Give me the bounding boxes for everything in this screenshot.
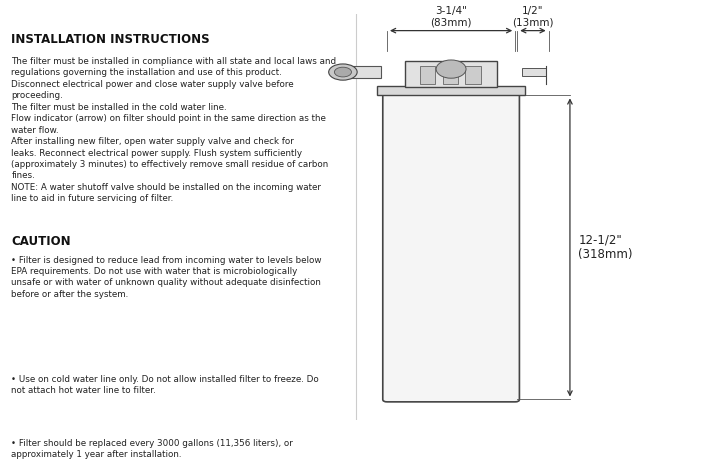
Text: INSTALLATION INSTRUCTIONS: INSTALLATION INSTRUCTIONS [12,33,210,46]
Text: CAUTION: CAUTION [12,235,71,248]
Text: 1/2"
(13mm): 1/2" (13mm) [512,6,554,27]
Text: 12-1/2"
(318mm): 12-1/2" (318mm) [578,233,633,261]
Bar [343,66,381,78]
Bar [465,65,481,83]
Text: • Filter is designed to reduce lead from incoming water to levels below
EPA requ: • Filter is designed to reduce lead from… [12,255,322,299]
Text: • Use on cold water line only. Do not allow installed filter to freeze. Do
not a: • Use on cold water line only. Do not al… [12,375,319,395]
Bar [420,65,436,83]
Ellipse shape [436,60,466,78]
Text: 3-1/4"
(83mm): 3-1/4" (83mm) [431,6,472,27]
Circle shape [329,64,357,80]
Bar [405,61,498,87]
Bar [377,86,525,95]
Bar [443,65,458,83]
Text: The filter must be installed in compliance with all state and local laws and
reg: The filter must be installed in complian… [12,57,336,203]
Circle shape [334,67,351,77]
Text: • Filter should be replaced every 3000 gallons (11,356 liters), or
approximately: • Filter should be replaced every 3000 g… [12,439,293,459]
FancyBboxPatch shape [383,93,519,402]
Bar [521,68,546,76]
